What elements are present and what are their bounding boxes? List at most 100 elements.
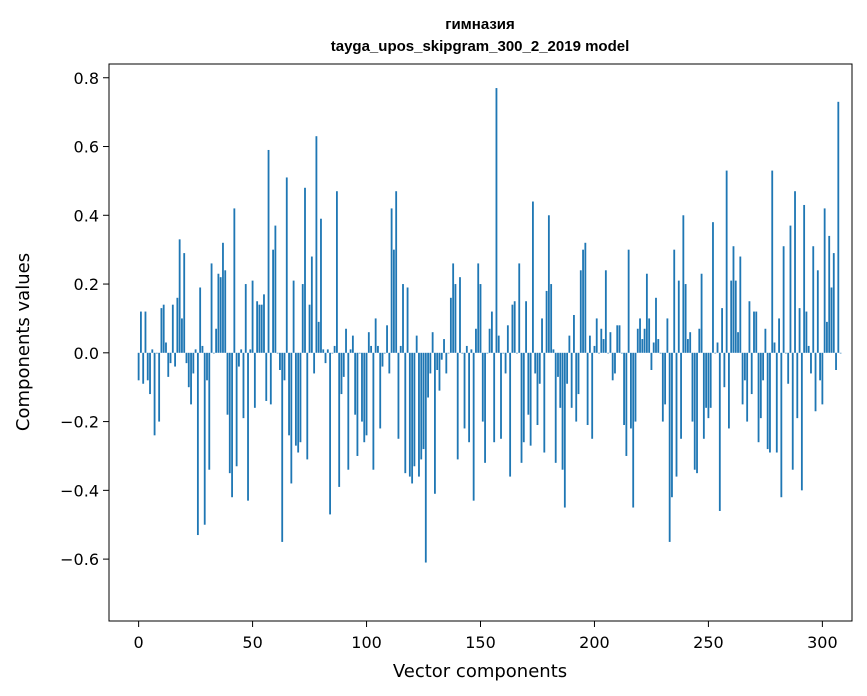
bar — [780, 352, 783, 498]
bar — [753, 311, 755, 353]
bar — [566, 352, 569, 384]
bar — [604, 270, 607, 353]
bar — [285, 177, 288, 353]
bar — [294, 352, 297, 446]
bar — [575, 352, 578, 422]
bar — [593, 345, 596, 353]
bar — [142, 352, 145, 384]
bar — [814, 352, 817, 412]
bar — [333, 345, 336, 353]
bar — [210, 263, 213, 353]
bar — [222, 242, 224, 353]
bar — [185, 352, 188, 364]
bar — [702, 352, 705, 439]
bar — [153, 352, 156, 436]
bar — [249, 349, 252, 353]
bar — [586, 352, 589, 426]
bar — [449, 297, 452, 353]
bar — [554, 352, 557, 463]
bar — [529, 352, 532, 446]
bar — [796, 352, 799, 419]
bar — [623, 352, 625, 426]
bar — [714, 352, 717, 354]
bar — [463, 352, 466, 429]
bar — [336, 191, 338, 353]
bar — [263, 294, 265, 353]
bar — [707, 352, 710, 419]
bar — [636, 328, 639, 353]
bar — [673, 249, 676, 353]
bar — [513, 301, 516, 353]
bar — [158, 352, 161, 422]
bar — [782, 246, 785, 353]
bar — [810, 352, 812, 374]
bar — [495, 88, 498, 353]
bar — [616, 325, 619, 353]
bar — [171, 304, 174, 353]
bar — [800, 352, 803, 491]
bar — [429, 352, 432, 374]
bar — [408, 352, 411, 477]
bar — [784, 352, 787, 354]
bar — [326, 349, 329, 353]
x-tick-label: 250 — [693, 633, 724, 652]
bar — [468, 352, 471, 443]
bar — [137, 352, 140, 381]
bar — [479, 284, 482, 353]
bar — [550, 284, 553, 353]
bar — [269, 352, 272, 405]
bar — [283, 352, 286, 381]
bar — [140, 311, 142, 353]
bar — [509, 352, 512, 477]
y-tick-label: 0.8 — [74, 69, 99, 88]
bar — [238, 352, 240, 367]
bar — [502, 352, 505, 354]
bar — [689, 332, 692, 353]
bar — [253, 352, 256, 408]
bar — [832, 253, 835, 353]
bar — [741, 352, 744, 405]
bar — [146, 352, 149, 381]
bar — [668, 352, 671, 542]
bar — [292, 280, 295, 353]
x-tick-label: 0 — [134, 633, 144, 652]
bar — [329, 352, 331, 515]
bar — [830, 287, 833, 353]
bar — [552, 349, 555, 353]
bar — [563, 352, 566, 508]
bar — [190, 352, 192, 405]
bar — [584, 242, 587, 353]
bar — [181, 318, 183, 353]
bar — [759, 352, 762, 419]
bar — [645, 273, 648, 353]
bar — [199, 287, 202, 353]
bar — [666, 318, 669, 353]
bar — [511, 304, 514, 353]
bar — [568, 335, 571, 353]
bar — [543, 352, 546, 453]
bars-group — [137, 88, 842, 563]
bar — [821, 352, 824, 405]
bar — [541, 318, 543, 353]
bar — [557, 352, 559, 377]
bar — [743, 352, 746, 381]
bar — [764, 328, 767, 353]
bar — [356, 352, 359, 456]
bar — [641, 339, 644, 353]
bar — [728, 352, 730, 429]
y-tick-label: −0.6 — [60, 550, 99, 569]
bar — [281, 352, 284, 542]
bar — [632, 352, 635, 508]
bar — [573, 314, 575, 353]
bar — [614, 352, 616, 374]
bar — [162, 304, 165, 353]
x-tick-label: 150 — [465, 633, 496, 652]
bar — [183, 253, 186, 353]
bar — [402, 284, 404, 353]
bar — [196, 352, 199, 536]
bar — [431, 332, 434, 353]
bar — [655, 297, 657, 353]
bar — [379, 352, 382, 429]
x-axis-label: Vector components — [393, 661, 567, 682]
bar — [347, 352, 350, 470]
